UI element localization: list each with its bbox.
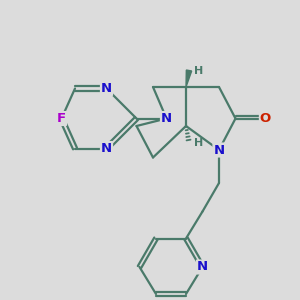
Text: F: F bbox=[57, 112, 66, 125]
Text: N: N bbox=[197, 260, 208, 274]
Text: O: O bbox=[260, 112, 271, 125]
Text: N: N bbox=[101, 82, 112, 95]
Text: H: H bbox=[194, 65, 204, 76]
Text: N: N bbox=[161, 112, 172, 125]
Text: N: N bbox=[213, 143, 225, 157]
Text: N: N bbox=[101, 142, 112, 155]
Polygon shape bbox=[186, 70, 192, 87]
Text: H: H bbox=[194, 137, 204, 148]
